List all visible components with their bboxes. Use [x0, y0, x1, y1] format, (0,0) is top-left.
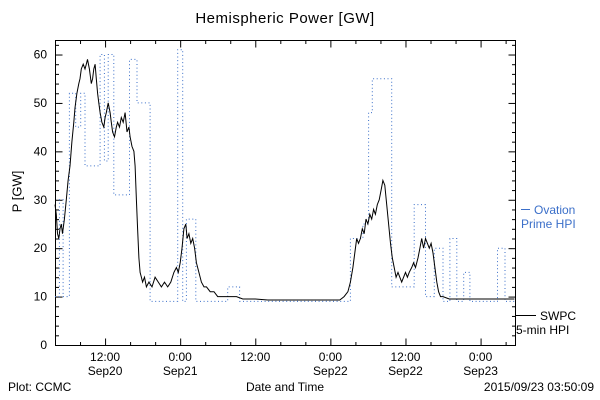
timestamp: 2015/09/23 03:50:09 — [483, 380, 594, 394]
plot-credit: Plot: CCMC — [8, 380, 72, 394]
legend-swpc-line2: 5-min HPI — [516, 323, 570, 337]
x-tick-date: Sep22 — [388, 364, 423, 378]
legend-ovation-row: Ovation — [521, 203, 576, 217]
y-tick-label: 10 — [34, 290, 48, 304]
legend-swpc-row: SWPC — [516, 309, 576, 323]
x-tick-time: 0:00 — [168, 350, 192, 364]
y-tick-label: 60 — [34, 48, 48, 62]
legend-swpc: SWPC 5-min HPI — [516, 309, 576, 337]
y-tick-label: 50 — [34, 96, 48, 110]
legend-swpc-line1: SWPC — [540, 309, 576, 323]
swpc-line-sample-icon — [516, 314, 536, 316]
x-axis-label: Date and Time — [245, 380, 325, 394]
legend-ovation-line2: Prime HPI — [521, 217, 576, 231]
y-tick-label: 30 — [34, 193, 48, 207]
legend-ovation: Ovation Prime HPI — [521, 203, 576, 231]
x-tick-date: Sep21 — [163, 364, 198, 378]
series-ovation-prime-hpi — [55, 49, 515, 302]
x-tick-time: 12:00 — [240, 350, 270, 364]
y-tick-label: 40 — [34, 144, 48, 158]
x-tick-time: 0:00 — [319, 350, 343, 364]
plot-border — [55, 40, 516, 346]
y-tick-label: 0 — [40, 338, 47, 352]
legend-ovation-line1: Ovation — [534, 203, 576, 217]
series-swpc-5-min-hpi — [54, 59, 515, 301]
y-tick-label: 20 — [34, 241, 48, 255]
x-tick-time: 12:00 — [90, 350, 120, 364]
chart-title: Hemispheric Power [GW] — [195, 10, 375, 27]
x-tick-date: Sep20 — [88, 364, 123, 378]
ovation-line-sample-icon — [521, 208, 530, 210]
x-tick-date: Sep23 — [463, 364, 498, 378]
axes — [55, 40, 516, 346]
x-tick-date: Sep22 — [313, 364, 348, 378]
x-tick-time: 0:00 — [469, 350, 493, 364]
x-tick-time: 12:00 — [390, 350, 420, 364]
